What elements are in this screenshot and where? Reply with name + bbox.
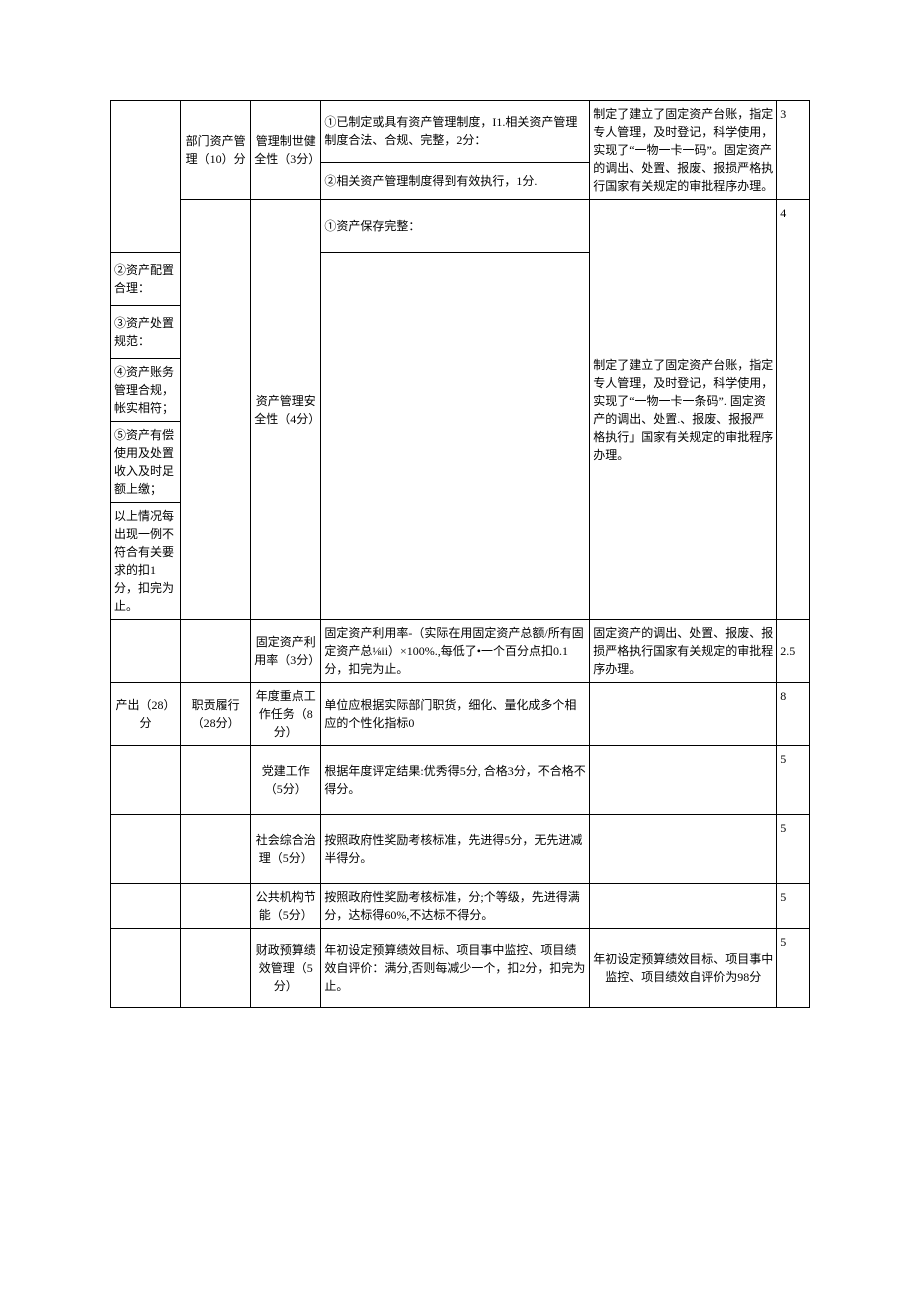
cell-criteria-2a: ①资产保存完整： bbox=[321, 200, 590, 253]
cell-cat1-empty-5 bbox=[111, 746, 181, 815]
cell-cat2-empty-3 bbox=[181, 620, 251, 683]
cell-criteria-7: 按照政府性奖励考核标准，分;个等级，先进得满分，达标得60%,不达标不得分。 bbox=[321, 884, 590, 929]
cell-cat3-energy: 公共机构节能（5分） bbox=[251, 884, 321, 929]
cell-score-3: 2.5 bbox=[777, 620, 810, 683]
table-row: 社会综合治理（5分） 按照政府性奖励考核标准，先进得5分，无先进减半得分。 5 bbox=[111, 815, 810, 884]
cell-cat2-asset: 部门资产管理（10）分 bbox=[181, 101, 251, 200]
cell-criteria-5: 根据年度评定结果:优秀得5分, 合格3分，不合格不得分。 bbox=[321, 746, 590, 815]
cell-cat2-empty-5 bbox=[181, 746, 251, 815]
cell-criteria-1b: ②相关资产管理制度得到有效执行，1分. bbox=[321, 162, 590, 199]
document-page: 部门资产管理（10）分 管理制世健全性（3分） ①已制定或具有资产管理制度，I1… bbox=[0, 0, 920, 1048]
cell-score-4: 8 bbox=[777, 683, 810, 746]
evaluation-table: 部门资产管理（10）分 管理制世健全性（3分） ①已制定或具有资产管理制度，I1… bbox=[110, 100, 810, 1008]
cell-explain-1: 制定了建立了固定资产台账，指定专人管理，及时登记，科学使用，实现了“一物一卡一码… bbox=[590, 101, 777, 200]
cell-criteria-1a: ①已制定或具有资产管理制度，I1.相关资产管理制度合法、合规、完整，2分： bbox=[321, 101, 590, 163]
cell-score-2: 4 bbox=[777, 200, 810, 620]
cell-criteria-2b: ②资产配置合理： bbox=[111, 253, 181, 306]
table-row: 党建工作（5分） 根据年度评定结果:优秀得5分, 合格3分，不合格不得分。 5 bbox=[111, 746, 810, 815]
cell-criteria-2e: ⑤资产有偿使用及处置收入及时足额上缴； bbox=[111, 422, 181, 503]
cell-score-7: 5 bbox=[777, 884, 810, 929]
table-row: 固定资产利用率（3分） 固定资产利用率-（实际在用固定资产总额/所有固定资产总⅛… bbox=[111, 620, 810, 683]
cell-cat2-empty-7 bbox=[181, 884, 251, 929]
cell-explain-3: 固定资产的调出、处置、报废、报损严格执行国家有关规定的审批程序办理。 bbox=[590, 620, 777, 683]
cell-cat1-empty-3 bbox=[111, 620, 181, 683]
cell-explain-2: 制定了建立了固定资产台账，指定专人管理，及时登记，科学使用，实现了“一物一卡一条… bbox=[590, 200, 777, 620]
cell-score-1: 3 bbox=[777, 101, 810, 200]
cell-cat3-annual: 年度重点工作任务（8分） bbox=[251, 683, 321, 746]
table-row: 部门资产管理（10）分 管理制世健全性（3分） ①已制定或具有资产管理制度，I1… bbox=[111, 101, 810, 163]
table-row: 资产管理安全性（4分） ①资产保存完整： 制定了建立了固定资产台账，指定专人管理… bbox=[111, 200, 810, 253]
cell-score-5: 5 bbox=[777, 746, 810, 815]
cell-cat2-empty-6 bbox=[181, 815, 251, 884]
cell-cat1-empty-7 bbox=[111, 884, 181, 929]
table-row: 公共机构节能（5分） 按照政府性奖励考核标准，分;个等级，先进得满分，达标得60… bbox=[111, 884, 810, 929]
cell-cat1-empty-8 bbox=[111, 929, 181, 1008]
cell-cat1-empty bbox=[111, 101, 181, 253]
cell-cat3-party: 党建工作（5分） bbox=[251, 746, 321, 815]
cell-criteria-4: 单位应根据实际部门职货，细化、量化成多个相应的个性化指标0 bbox=[321, 683, 590, 746]
cell-explain-8: 年初设定预算绩效目标、项目事中监控、项目绩效自评价为98分 bbox=[590, 929, 777, 1008]
cell-explain-4 bbox=[590, 683, 777, 746]
cell-explain-5 bbox=[590, 746, 777, 815]
cell-criteria-8: 年初设定预算绩效目标、项目事中监控、项目绩效自评价：满分,否则每减少一个，扣2分… bbox=[321, 929, 590, 1008]
cell-score-6: 5 bbox=[777, 815, 810, 884]
cell-explain-7 bbox=[590, 884, 777, 929]
cell-cat3-safety: 资产管理安全性（4分） bbox=[251, 200, 321, 620]
cell-cat1-output: 产出（28）分 bbox=[111, 683, 181, 746]
cell-criteria-2d: ④资产账务管理合规，帐实相符； bbox=[111, 359, 181, 422]
cell-criteria-2f: 以上情况每出现一例不符合有关要求的扣1分，扣完为止。 bbox=[111, 503, 181, 620]
cell-cat3-util: 固定资产利用率（3分） bbox=[251, 620, 321, 683]
cell-cat2-empty-2 bbox=[181, 200, 251, 620]
cell-cat2-empty-8 bbox=[181, 929, 251, 1008]
cell-cat3-social: 社会综合治理（5分） bbox=[251, 815, 321, 884]
table-row: 产出（28）分 职贡履行（28分） 年度重点工作任务（8分） 单位应根据实际部门… bbox=[111, 683, 810, 746]
cell-cat2-duty: 职贡履行（28分） bbox=[181, 683, 251, 746]
cell-criteria-3: 固定资产利用率-（实际在用固定资产总额/所有固定资产总⅛ii）×100%.,每低… bbox=[321, 620, 590, 683]
table-row: 财政预算绩效管理（5分） 年初设定预算绩效目标、项目事中监控、项目绩效自评价：满… bbox=[111, 929, 810, 1008]
cell-cat3-budget: 财政预算绩效管理（5分） bbox=[251, 929, 321, 1008]
cell-cat3-mgmt: 管理制世健全性（3分） bbox=[251, 101, 321, 200]
cell-cat1-empty-6 bbox=[111, 815, 181, 884]
cell-score-8: 5 bbox=[777, 929, 810, 1008]
cell-criteria-6: 按照政府性奖励考核标准，先进得5分，无先进减半得分。 bbox=[321, 815, 590, 884]
cell-criteria-2c: ③资产处置规范： bbox=[111, 306, 181, 359]
cell-explain-6 bbox=[590, 815, 777, 884]
